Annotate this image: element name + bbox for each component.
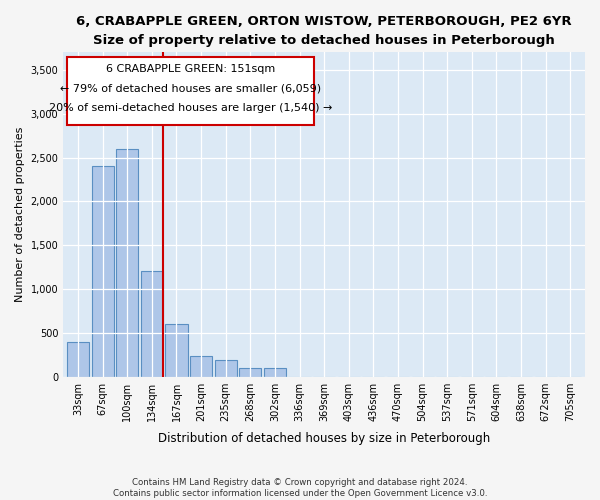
FancyBboxPatch shape [67, 56, 314, 125]
Bar [215, 360, 237, 376]
Y-axis label: Number of detached properties: Number of detached properties [15, 127, 25, 302]
Bar [116, 149, 139, 376]
Bar [264, 368, 286, 376]
Text: 6 CRABAPPLE GREEN: 151sqm: 6 CRABAPPLE GREEN: 151sqm [106, 64, 275, 74]
Bar [141, 272, 163, 376]
Bar [92, 166, 114, 376]
Title: 6, CRABAPPLE GREEN, ORTON WISTOW, PETERBOROUGH, PE2 6YR
Size of property relativ: 6, CRABAPPLE GREEN, ORTON WISTOW, PETERB… [76, 15, 572, 47]
Text: 20% of semi-detached houses are larger (1,540) →: 20% of semi-detached houses are larger (… [49, 103, 332, 113]
Bar [239, 368, 262, 376]
X-axis label: Distribution of detached houses by size in Peterborough: Distribution of detached houses by size … [158, 432, 490, 445]
Bar [67, 342, 89, 376]
Text: ← 79% of detached houses are smaller (6,059): ← 79% of detached houses are smaller (6,… [60, 84, 321, 94]
Text: Contains HM Land Registry data © Crown copyright and database right 2024.
Contai: Contains HM Land Registry data © Crown c… [113, 478, 487, 498]
Bar [166, 324, 188, 376]
Bar [190, 356, 212, 376]
